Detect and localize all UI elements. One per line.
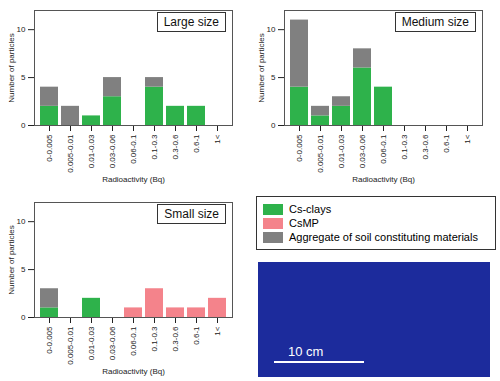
svg-text:0.3-0.6: 0.3-0.6	[171, 134, 180, 159]
svg-text:0.005-0.01: 0.005-0.01	[316, 134, 325, 173]
svg-text:10: 10	[17, 25, 26, 34]
svg-text:0.005-0.01: 0.005-0.01	[66, 326, 75, 365]
svg-text:0.03-0.06: 0.03-0.06	[358, 134, 367, 168]
svg-text:0.06-0.1: 0.06-0.1	[129, 134, 138, 164]
svg-text:0.01-0.03: 0.01-0.03	[87, 326, 96, 360]
html-text:10 cm: 10 cm	[288, 344, 324, 359]
svg-text:0.03-0.06: 0.03-0.06	[108, 326, 117, 360]
svg-text:0.1-0.3: 0.1-0.3	[150, 326, 159, 351]
svg-text:0-0.005: 0-0.005	[295, 134, 304, 162]
svg-text:0.06-0.1: 0.06-0.1	[379, 134, 388, 164]
svg-text:0: 0	[21, 313, 26, 322]
svg-text:0.3-0.6: 0.3-0.6	[421, 134, 430, 159]
svg-text:0.06-0.1: 0.06-0.1	[129, 326, 138, 356]
html-text:Small size: Small size	[164, 207, 219, 221]
svg-text:Number of particles: Number of particles	[257, 33, 266, 102]
svg-text:Radioactivity (Bq): Radioactivity (Bq)	[102, 367, 165, 376]
svg-text:5: 5	[271, 73, 276, 82]
svg-text:0.6-1: 0.6-1	[192, 134, 201, 153]
svg-text:10: 10	[267, 25, 276, 34]
svg-text:5: 5	[21, 73, 26, 82]
html-text:Large size: Large size	[163, 15, 219, 29]
svg-text:Number of particles: Number of particles	[7, 225, 16, 294]
svg-text:0-0.005: 0-0.005	[45, 134, 54, 162]
svg-text:1<: 1<	[213, 326, 222, 335]
svg-text:Radioactivity (Bq): Radioactivity (Bq)	[102, 175, 165, 184]
svg-text:1<: 1<	[463, 134, 472, 143]
svg-text:0.01-0.03: 0.01-0.03	[337, 134, 346, 168]
html-text:CsMP: CsMP	[289, 217, 319, 229]
svg-text:0.1-0.3: 0.1-0.3	[400, 134, 409, 159]
svg-text:0.1-0.3: 0.1-0.3	[150, 134, 159, 159]
svg-text:5: 5	[21, 265, 26, 274]
html-text:Cs-clays: Cs-clays	[289, 203, 332, 215]
svg-text:1<: 1<	[213, 134, 222, 143]
svg-text:0: 0	[271, 121, 276, 130]
svg-text:0.6-1: 0.6-1	[192, 326, 201, 345]
svg-text:0.3-0.6: 0.3-0.6	[171, 326, 180, 351]
svg-text:Number of particles: Number of particles	[7, 33, 16, 102]
svg-text:0.01-0.03: 0.01-0.03	[87, 134, 96, 168]
html-text:Medium size: Medium size	[401, 15, 469, 29]
html-text:Aggregate of soil constituting: Aggregate of soil constituting materials	[289, 231, 478, 243]
svg-text:0.6-1: 0.6-1	[442, 134, 451, 153]
svg-text:0-0.005: 0-0.005	[45, 326, 54, 354]
svg-text:10: 10	[17, 217, 26, 226]
svg-text:0: 0	[21, 121, 26, 130]
svg-text:0.03-0.06: 0.03-0.06	[108, 134, 117, 168]
svg-text:Radioactivity (Bq): Radioactivity (Bq)	[352, 175, 415, 184]
svg-text:0.005-0.01: 0.005-0.01	[66, 134, 75, 173]
